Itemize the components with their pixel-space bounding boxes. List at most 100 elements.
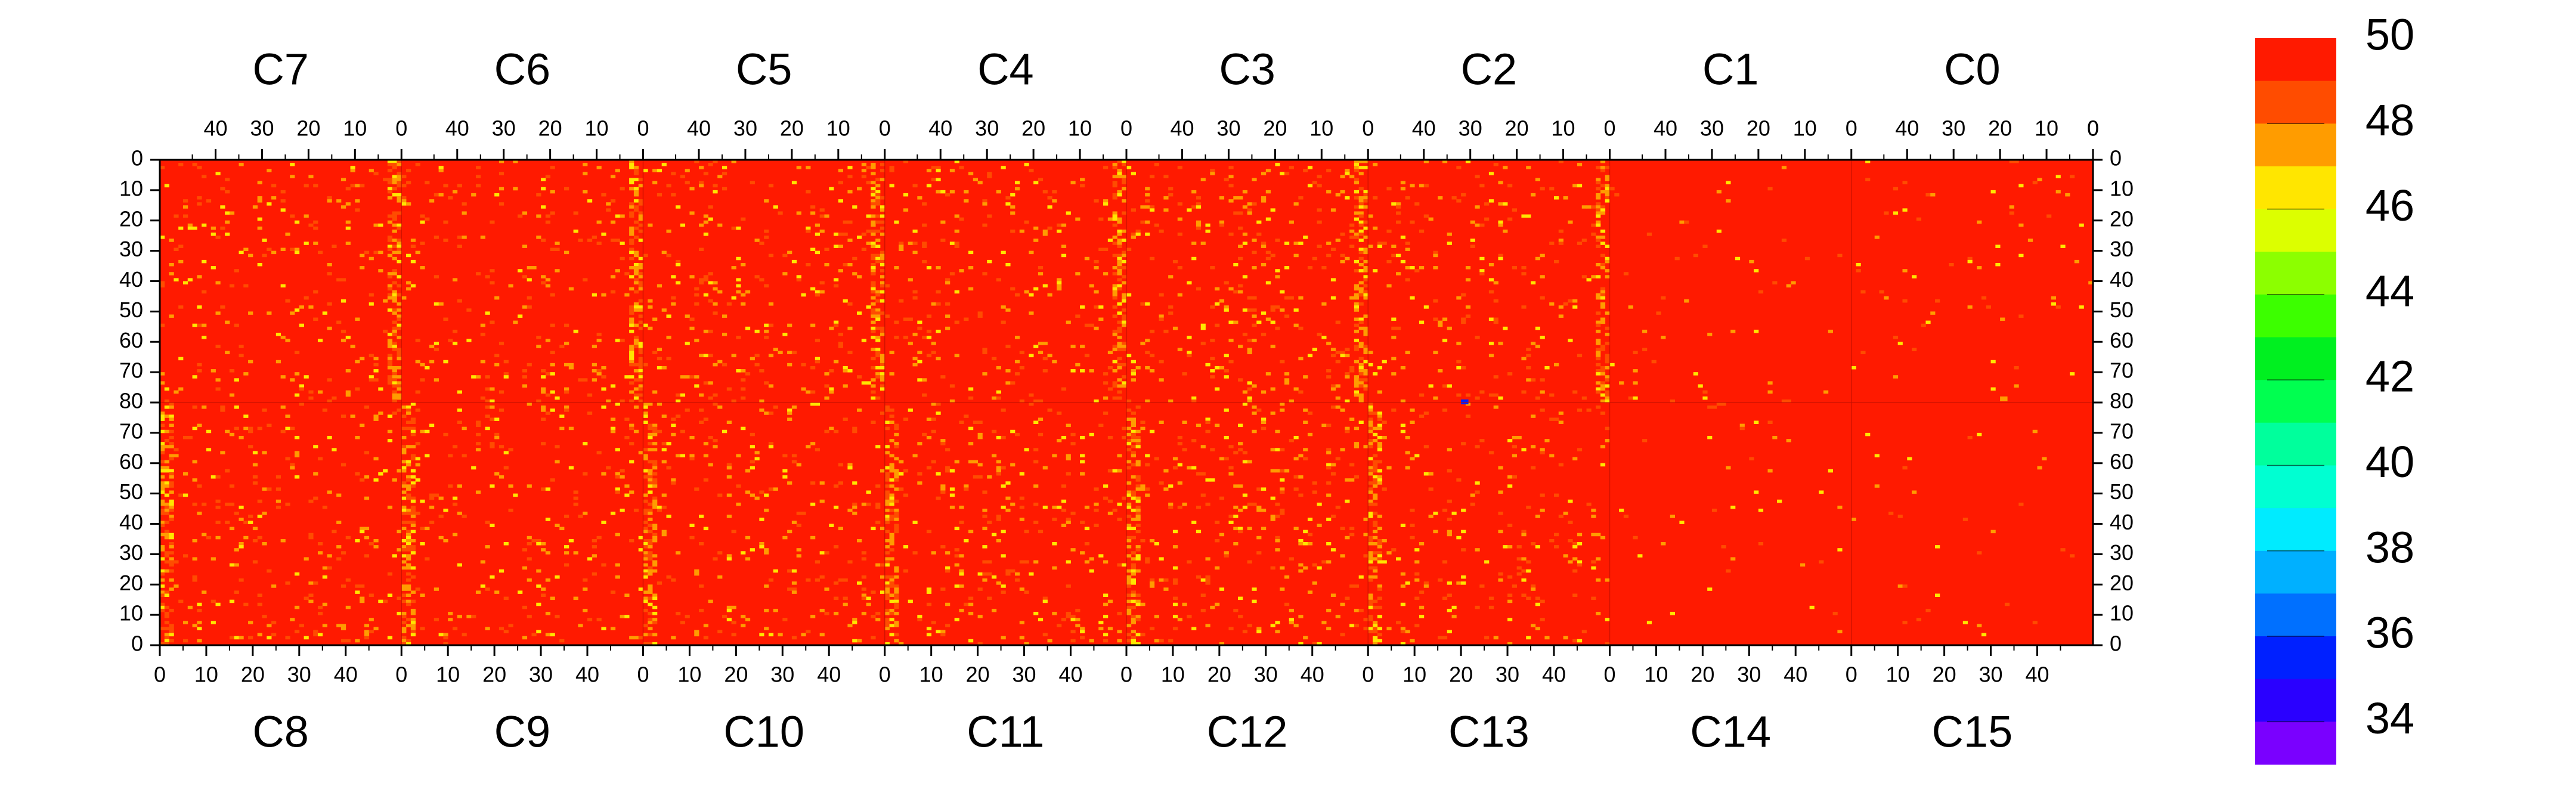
heatmap-cell xyxy=(401,451,407,454)
heatmap-cell xyxy=(1400,429,1405,434)
heatmap-cell xyxy=(1368,420,1373,425)
heatmap-cell xyxy=(731,399,736,403)
heatmap-cell xyxy=(601,293,606,297)
heatmap-cell xyxy=(1330,348,1336,351)
heatmap-cell xyxy=(834,596,839,600)
heatmap-cell xyxy=(429,521,435,524)
heatmap-cell xyxy=(1396,220,1401,224)
heatmap-cell xyxy=(889,599,894,603)
heatmap-cell xyxy=(383,329,388,333)
heatmap-cell xyxy=(1159,360,1164,364)
heatmap-cell xyxy=(1591,515,1596,518)
heatmap-cell xyxy=(782,618,788,621)
heatmap-cell xyxy=(518,590,523,594)
heatmap-cell xyxy=(1373,475,1378,479)
heatmap-cell xyxy=(360,599,365,603)
heatmap-cell xyxy=(1368,423,1373,428)
heatmap-cell xyxy=(1521,390,1527,394)
heatmap-cell xyxy=(1442,339,1448,342)
heatmap-cell xyxy=(2018,253,2024,258)
heatmap-cell xyxy=(1363,372,1368,376)
heatmap-cell xyxy=(583,578,588,582)
heatmap-cell xyxy=(884,284,890,288)
heatmap-cell xyxy=(1131,475,1136,479)
heatmap-cell xyxy=(192,163,197,166)
heatmap-cell xyxy=(355,199,360,203)
heatmap-cell xyxy=(360,584,365,588)
heatmap-cell xyxy=(768,578,774,582)
heatmap-cell xyxy=(708,599,713,603)
heatmap-cell xyxy=(1373,432,1378,436)
heatmap-cell xyxy=(657,284,662,288)
heatmap-cell xyxy=(1373,530,1378,534)
heatmap-cell xyxy=(782,535,788,540)
heatmap-cell xyxy=(1112,396,1117,400)
heatmap-cell xyxy=(1280,509,1285,512)
heatmap-cell xyxy=(545,214,551,218)
heatmap-cell xyxy=(615,475,620,479)
heatmap-cell xyxy=(666,253,671,258)
heatmap-cell xyxy=(1215,387,1220,391)
heatmap-cell xyxy=(392,342,397,345)
heatmap-cell xyxy=(633,236,639,239)
heatmap-cell xyxy=(759,242,764,245)
heatmap-cell xyxy=(2004,602,2010,606)
heatmap-cell xyxy=(1498,342,1503,345)
heatmap-cell xyxy=(1126,581,1132,585)
heatmap-cell xyxy=(676,414,681,418)
x-tick-label: 0 xyxy=(1846,116,1857,141)
heatmap-cell xyxy=(475,184,481,188)
heatmap-cell xyxy=(2079,305,2084,309)
heatmap-cell xyxy=(1493,405,1498,409)
heatmap-cell xyxy=(541,548,546,552)
x-tick-label: 10 xyxy=(585,116,609,141)
heatmap-cell xyxy=(871,205,876,209)
heatmap-cell xyxy=(1358,396,1364,400)
heatmap-cell xyxy=(1646,621,1652,624)
heatmap-cell xyxy=(406,563,411,567)
heatmap-cell xyxy=(796,275,801,278)
heatmap-cell xyxy=(160,460,165,464)
heatmap-cell xyxy=(1052,566,1057,570)
heatmap-cell xyxy=(345,605,351,609)
heatmap-cell xyxy=(1507,618,1513,621)
heatmap-cell xyxy=(485,627,490,630)
heatmap-cell xyxy=(1131,527,1136,531)
heatmap-cell xyxy=(1828,469,1833,473)
heatmap-cell xyxy=(387,187,393,191)
heatmap-cell xyxy=(1488,290,1494,294)
x-tick-label: 0 xyxy=(1362,116,1374,141)
heatmap-cell xyxy=(736,484,741,488)
heatmap-cell xyxy=(1475,445,1480,448)
heatmap-cell xyxy=(699,542,704,546)
heatmap-cell xyxy=(992,454,997,457)
heatmap-cell xyxy=(889,439,894,442)
heatmap-cell xyxy=(248,253,253,258)
heatmap-cell xyxy=(843,602,848,606)
heatmap-cell xyxy=(1103,396,1109,400)
heatmap-cell xyxy=(726,608,732,612)
heatmap-cell xyxy=(1247,308,1252,312)
heatmap-cell xyxy=(169,272,174,275)
heatmap-cell xyxy=(1298,493,1304,497)
heatmap-cell xyxy=(852,426,857,431)
heatmap-cell xyxy=(894,633,899,637)
heatmap-cell xyxy=(485,426,490,431)
heatmap-cell xyxy=(1414,454,1420,457)
heatmap-cell xyxy=(438,633,444,637)
heatmap-cell xyxy=(1080,184,1085,188)
heatmap-cell xyxy=(1373,630,1378,634)
heatmap-cell xyxy=(355,435,360,439)
heatmap-cell xyxy=(703,624,708,627)
heatmap-cell xyxy=(1066,454,1071,457)
heatmap-cell xyxy=(1358,420,1364,425)
heatmap-cell xyxy=(1856,269,1861,273)
heatmap-cell xyxy=(768,411,774,415)
heatmap-cell xyxy=(1131,563,1136,567)
heatmap-cell xyxy=(480,332,485,336)
heatmap-cell xyxy=(1382,487,1387,491)
heatmap-cell xyxy=(1456,342,1462,345)
heatmap-cell xyxy=(397,408,402,412)
heatmap-cell xyxy=(490,399,495,403)
heatmap-cell xyxy=(1284,372,1290,376)
